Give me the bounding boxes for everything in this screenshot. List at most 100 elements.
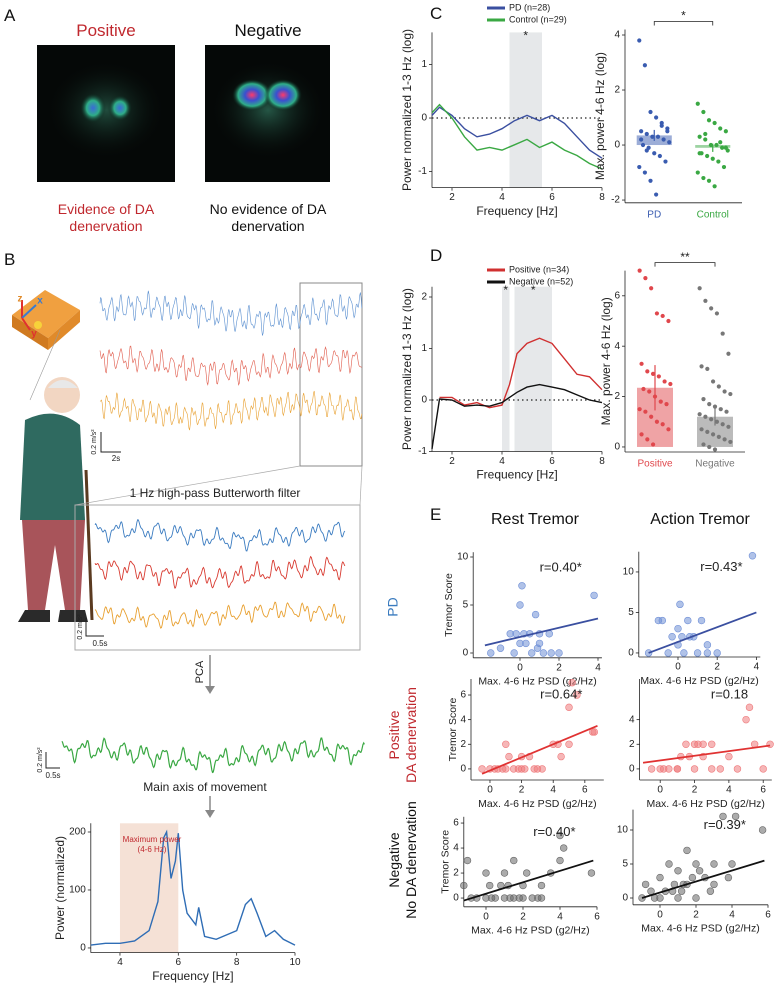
scatter-point bbox=[518, 582, 526, 590]
scatter-point bbox=[547, 649, 555, 657]
y-axis-label: Tremor Score bbox=[440, 830, 452, 894]
scatter-point bbox=[710, 860, 718, 868]
data-point bbox=[654, 419, 660, 424]
data-point bbox=[703, 137, 708, 142]
data-point bbox=[701, 442, 706, 447]
data-point bbox=[716, 384, 721, 389]
y-tick-label: 4 bbox=[614, 341, 620, 352]
x-axis-label: Max. 4-6 Hz PSD (g2/Hz) bbox=[471, 925, 589, 937]
data-point bbox=[643, 276, 648, 281]
person-body bbox=[20, 413, 85, 520]
data-point bbox=[728, 391, 733, 397]
scatter-point bbox=[674, 624, 682, 633]
scatter-point bbox=[688, 873, 697, 882]
x-tick-label: 4 bbox=[726, 785, 732, 796]
panel-label: C bbox=[430, 4, 443, 23]
scatter-point bbox=[674, 894, 682, 902]
x-tick-label: 6 bbox=[765, 909, 771, 920]
data-point bbox=[722, 437, 727, 442]
scatter-point bbox=[728, 860, 736, 868]
data-point bbox=[710, 432, 716, 437]
correlation-label: r=0.18 bbox=[711, 686, 748, 701]
scale-amp: 0.2 m/s² bbox=[77, 614, 84, 640]
correlation-label: r=0.40* bbox=[533, 824, 575, 839]
scatter-point bbox=[733, 765, 742, 773]
x-tick-label: 10 bbox=[289, 957, 301, 968]
scatter-point bbox=[500, 869, 509, 877]
y-tick-label: 4 bbox=[614, 30, 620, 41]
x-tick-label: 6 bbox=[760, 785, 766, 796]
y-tick-label: 0 bbox=[614, 140, 620, 151]
data-point bbox=[697, 286, 702, 291]
data-point bbox=[695, 170, 700, 175]
scatter-point bbox=[658, 616, 667, 625]
data-point bbox=[656, 374, 661, 379]
scatter-point bbox=[703, 649, 712, 657]
y-axis-label: Power (normalized) bbox=[53, 836, 67, 940]
y-tick-label: 2 bbox=[453, 868, 459, 879]
data-point bbox=[710, 156, 715, 161]
data-point bbox=[639, 361, 644, 366]
scatter-point bbox=[482, 869, 490, 877]
scatter-point bbox=[665, 765, 673, 773]
scatter-point bbox=[703, 641, 712, 649]
y-tick-label: 4 bbox=[629, 714, 635, 725]
y-tick-label: 100 bbox=[69, 885, 86, 896]
data-point bbox=[716, 434, 721, 439]
data-point bbox=[718, 140, 723, 145]
scatter-point bbox=[695, 867, 704, 875]
data-point bbox=[718, 407, 723, 412]
y-tick-label: 0 bbox=[460, 764, 466, 775]
data-point bbox=[701, 175, 706, 181]
scatter-point bbox=[699, 740, 707, 748]
legend-label: Control (n=29) bbox=[509, 14, 567, 24]
y-tick-label: 5 bbox=[622, 859, 628, 870]
data-point bbox=[657, 153, 662, 159]
x-tick-label: 4 bbox=[550, 785, 556, 796]
scatter-point bbox=[506, 894, 514, 902]
data-point bbox=[642, 63, 647, 68]
y-tick-label: 0 bbox=[629, 764, 635, 775]
data-point bbox=[639, 137, 644, 142]
y-tick-label: -2 bbox=[611, 195, 620, 206]
y-tick-label: 1 bbox=[421, 59, 427, 70]
person-legs bbox=[22, 520, 85, 610]
legend-label: Negative (n=52) bbox=[509, 276, 573, 286]
data-point bbox=[706, 178, 712, 183]
x-axis-label: Max. 4-6 Hz PSD (g2/Hz) bbox=[641, 923, 759, 935]
main-axis-label: Main axis of movement bbox=[143, 780, 267, 794]
x-tick-label: 6 bbox=[549, 192, 555, 203]
data-point bbox=[650, 134, 655, 139]
panel-label: A bbox=[4, 6, 16, 25]
y-tick-label: 5 bbox=[628, 607, 634, 618]
data-point bbox=[720, 422, 725, 427]
y-tick-label: 6 bbox=[453, 818, 459, 829]
data-point bbox=[697, 151, 702, 156]
regression-line bbox=[484, 617, 599, 647]
scatter-point bbox=[573, 691, 581, 699]
highlight-band bbox=[509, 32, 542, 188]
column-header: Rest Tremor bbox=[490, 511, 579, 528]
column-header: Action Tremor bbox=[650, 511, 750, 528]
x-tick-label: 6 bbox=[582, 785, 588, 796]
significance-label: * bbox=[681, 9, 686, 23]
scatter-point bbox=[587, 869, 596, 877]
data-point bbox=[723, 145, 728, 150]
x-tick-label: 0 bbox=[657, 909, 663, 920]
pca-label: PCA bbox=[194, 660, 206, 683]
scatter-point bbox=[647, 887, 655, 895]
scatter-point bbox=[708, 765, 716, 773]
scatter-point bbox=[731, 812, 740, 821]
highlight-label: * bbox=[531, 283, 536, 297]
data-point bbox=[712, 447, 718, 452]
data-point bbox=[652, 394, 658, 399]
scatter-point bbox=[512, 630, 520, 638]
x-tick-label: 0 bbox=[675, 662, 681, 673]
x-tick-label: 8 bbox=[599, 456, 605, 467]
axis-label: z bbox=[18, 294, 23, 305]
data-point bbox=[666, 427, 671, 432]
data-point bbox=[654, 115, 659, 120]
line-series bbox=[431, 383, 603, 450]
scatter-point bbox=[590, 728, 599, 736]
